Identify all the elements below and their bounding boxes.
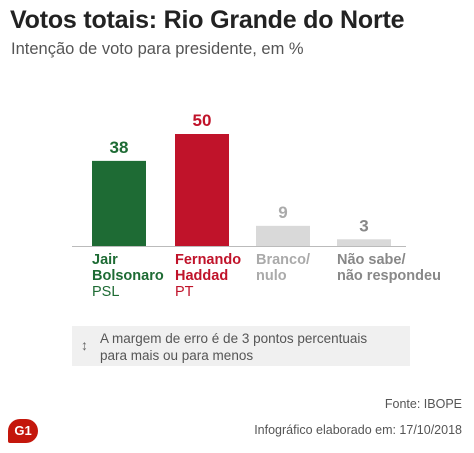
note-line-2: para mais ou para menos bbox=[100, 348, 254, 363]
chart-subtitle: Intenção de voto para presidente, em % bbox=[11, 40, 304, 58]
note-line-1: A margem de erro é de 3 pontos percentua… bbox=[100, 331, 368, 346]
party-label: PSL bbox=[92, 284, 119, 300]
bar-value-label: 9 bbox=[278, 203, 287, 222]
vertical-arrows-icon: ↕ bbox=[81, 337, 88, 353]
category-label: Bolsonaro bbox=[92, 268, 164, 284]
bar-value-label: 3 bbox=[359, 216, 368, 235]
category-label: não respondeu bbox=[337, 268, 441, 284]
bar-4 bbox=[337, 239, 391, 246]
source-label: Fonte: IBOPE bbox=[384, 397, 462, 411]
g1-logo: G1 bbox=[8, 419, 38, 443]
category-label: Fernando bbox=[175, 252, 241, 268]
category-label: Jair bbox=[92, 252, 118, 268]
bar-value-label: 50 bbox=[193, 111, 212, 130]
category-label: Haddad bbox=[175, 268, 228, 284]
category-label: nulo bbox=[256, 268, 287, 284]
margin-of-error-note: ↕ A margem de erro é de 3 pontos percent… bbox=[72, 326, 410, 366]
bar-value-label: 38 bbox=[110, 138, 129, 157]
bar-2 bbox=[175, 134, 229, 246]
bar-1 bbox=[92, 160, 146, 246]
category-label: Branco/ bbox=[256, 252, 310, 268]
credits-label: Infográfico elaborado em: 17/10/2018 bbox=[254, 423, 462, 437]
category-label: Não sabe/ bbox=[337, 252, 406, 268]
chart-title: Votos totais: Rio Grande do Norte bbox=[10, 6, 405, 34]
bar-3 bbox=[256, 225, 310, 246]
party-label: PT bbox=[175, 284, 194, 300]
